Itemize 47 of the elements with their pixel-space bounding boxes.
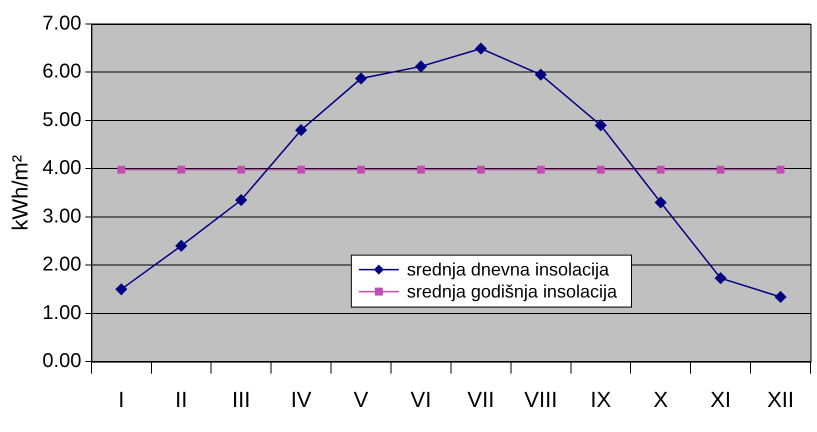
point	[656, 166, 665, 174]
point	[355, 72, 367, 84]
point	[714, 272, 726, 284]
point	[536, 166, 545, 174]
point	[596, 166, 605, 174]
point	[175, 240, 187, 252]
point	[237, 166, 246, 174]
point	[475, 42, 487, 54]
y-tick-label: 6.00	[42, 60, 82, 83]
x-tick-label: XII	[767, 386, 794, 412]
x-tick-label: V	[354, 386, 369, 412]
point	[776, 166, 784, 174]
y-tick-label: 7.00	[42, 12, 82, 35]
point	[117, 166, 126, 174]
legend-label: srednja dnevna insolacija	[406, 260, 610, 280]
y-tick-label: 5.00	[42, 108, 82, 131]
y-tick-label: 3.00	[42, 205, 82, 228]
x-tick-label: X	[653, 386, 668, 412]
x-tick-label: VII	[467, 386, 494, 412]
point	[716, 166, 725, 174]
y-axis-title: kWh/m²	[7, 154, 32, 231]
point	[357, 166, 365, 174]
point	[177, 166, 186, 174]
legend-label: srednja godišnja insolacija	[406, 282, 618, 302]
y-tick-label: 0.00	[42, 350, 82, 372]
y-tick-label: 1.00	[42, 302, 82, 324]
x-tick-label: II	[175, 386, 188, 412]
point	[116, 284, 128, 296]
y-tick-label: 4.00	[42, 157, 82, 180]
point	[415, 60, 427, 72]
x-tick-label: IV	[290, 386, 312, 412]
x-tick-label: III	[232, 386, 250, 412]
point	[476, 166, 485, 174]
x-tick-label: I	[118, 386, 124, 412]
x-tick-label: VI	[410, 386, 432, 412]
point	[295, 124, 307, 136]
x-tick-label: VIII	[524, 386, 558, 412]
point	[417, 166, 425, 174]
point	[535, 68, 547, 80]
point	[654, 196, 666, 208]
point	[594, 120, 606, 132]
point	[235, 194, 247, 206]
point	[297, 166, 306, 174]
x-tick-label: IX	[590, 386, 612, 412]
point	[774, 291, 786, 303]
x-tick-label: XI	[710, 386, 731, 412]
y-tick-label: 2.00	[42, 254, 82, 276]
